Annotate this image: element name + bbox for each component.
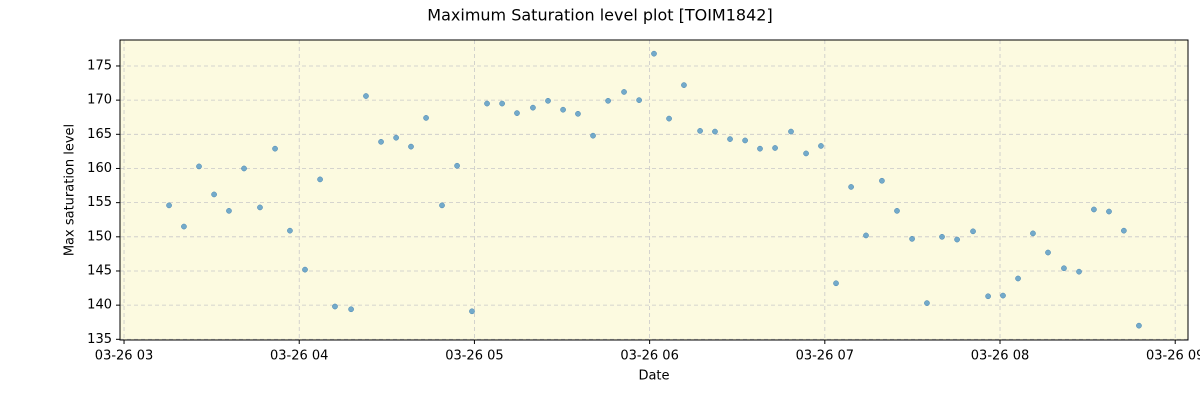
point xyxy=(1106,208,1112,215)
point xyxy=(727,136,733,142)
point xyxy=(833,280,839,287)
point xyxy=(879,177,885,184)
point xyxy=(621,89,627,95)
point xyxy=(712,128,718,135)
x-tick-label: 03-26 03 xyxy=(95,349,153,364)
point xyxy=(803,150,809,157)
y-axis-title: Max saturation level xyxy=(63,124,78,256)
point xyxy=(894,207,900,214)
point xyxy=(863,232,869,239)
point xyxy=(985,293,991,300)
x-tick-label: 03-26 05 xyxy=(445,349,503,364)
point xyxy=(408,143,414,150)
point xyxy=(484,100,490,107)
point xyxy=(181,223,187,230)
point xyxy=(1076,268,1082,275)
point xyxy=(909,236,915,242)
point xyxy=(818,143,824,149)
y-tick-label: 165 xyxy=(87,127,112,142)
point xyxy=(1045,249,1051,256)
point xyxy=(848,184,854,190)
point xyxy=(226,207,232,214)
point xyxy=(590,132,596,139)
point xyxy=(1030,230,1036,237)
point xyxy=(241,165,247,172)
point xyxy=(211,191,217,198)
point xyxy=(651,50,657,57)
point xyxy=(939,233,945,240)
x-tick-label: 03-26 09 xyxy=(1146,349,1200,364)
point xyxy=(317,176,323,183)
point xyxy=(423,115,429,121)
y-tick-label: 145 xyxy=(87,263,112,278)
point xyxy=(257,204,263,211)
point xyxy=(499,100,505,107)
point xyxy=(1091,206,1097,213)
point xyxy=(1121,227,1127,234)
x-axis-title: Date xyxy=(638,369,669,384)
chart-title: Maximum Saturation level plot [TOIM1842] xyxy=(427,6,772,25)
point xyxy=(469,308,475,315)
point xyxy=(970,228,976,235)
point xyxy=(272,145,278,152)
y-tick-label: 175 xyxy=(87,58,112,73)
point xyxy=(788,128,794,135)
point xyxy=(348,306,354,313)
point xyxy=(636,97,642,103)
point xyxy=(530,104,536,111)
y-tick-label: 170 xyxy=(87,93,112,108)
point xyxy=(681,82,687,88)
point xyxy=(742,137,748,144)
point xyxy=(363,93,369,99)
point xyxy=(1015,275,1021,282)
x-tick-label: 03-26 08 xyxy=(971,349,1029,364)
x-tick-label: 03-26 06 xyxy=(620,349,678,364)
point xyxy=(757,145,763,152)
point xyxy=(393,134,399,141)
y-tick-label: 155 xyxy=(87,195,112,210)
point xyxy=(302,266,308,273)
plot-area xyxy=(120,40,1188,340)
point xyxy=(954,236,960,243)
point xyxy=(439,202,445,209)
point xyxy=(697,128,703,134)
point xyxy=(545,97,551,104)
y-tick-label: 135 xyxy=(87,332,112,347)
point xyxy=(1061,265,1067,272)
point xyxy=(1136,322,1142,329)
x-tick-label: 03-26 04 xyxy=(270,349,328,364)
point xyxy=(605,97,611,104)
point xyxy=(772,145,778,151)
point xyxy=(560,106,566,113)
point xyxy=(666,115,672,122)
point xyxy=(454,162,460,169)
point xyxy=(332,303,338,310)
point xyxy=(924,300,930,306)
y-tick-label: 140 xyxy=(87,298,112,313)
x-tick-label: 03-26 07 xyxy=(796,349,854,364)
point xyxy=(287,227,293,234)
y-tick-label: 150 xyxy=(87,229,112,244)
y-tick-label: 160 xyxy=(87,161,112,176)
point xyxy=(514,110,520,116)
point xyxy=(1000,292,1006,299)
point xyxy=(575,110,581,117)
plot-frame xyxy=(119,39,1189,341)
point xyxy=(166,202,172,209)
point xyxy=(196,163,202,170)
point xyxy=(378,138,384,145)
